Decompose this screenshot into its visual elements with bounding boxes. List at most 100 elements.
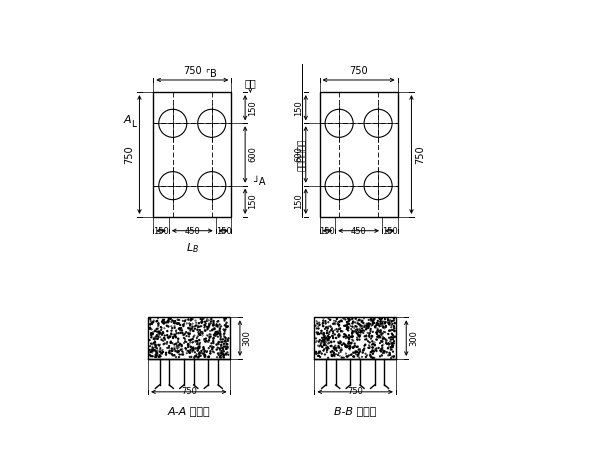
Point	[169, 341, 179, 348]
Point	[170, 331, 180, 338]
Point	[323, 333, 333, 341]
Point	[352, 323, 361, 330]
Point	[161, 351, 171, 358]
Point	[150, 347, 160, 354]
Point	[191, 345, 201, 352]
Point	[157, 336, 166, 343]
Point	[203, 325, 212, 333]
Point	[203, 338, 213, 346]
Point	[170, 347, 180, 355]
Point	[374, 315, 384, 322]
Point	[346, 340, 356, 347]
Point	[151, 343, 161, 350]
Point	[320, 336, 330, 343]
Point	[191, 322, 201, 329]
Point	[375, 323, 385, 330]
Point	[197, 319, 206, 326]
Point	[379, 328, 389, 335]
Text: 150: 150	[294, 194, 303, 209]
Point	[367, 344, 377, 351]
Point	[362, 332, 371, 339]
Point	[155, 331, 164, 338]
Point	[341, 341, 350, 348]
Point	[160, 332, 169, 339]
Point	[359, 345, 369, 352]
Point	[195, 349, 205, 356]
Point	[211, 329, 220, 337]
Point	[384, 342, 394, 350]
Point	[341, 323, 351, 330]
Point	[368, 347, 378, 355]
Point	[218, 350, 227, 357]
Point	[354, 346, 364, 353]
Point	[384, 320, 394, 327]
Point	[206, 340, 216, 347]
Point	[325, 316, 335, 324]
Point	[372, 336, 382, 343]
Point	[185, 349, 194, 356]
Point	[358, 349, 368, 356]
Point	[341, 334, 350, 342]
Point	[181, 345, 190, 352]
Point	[181, 328, 191, 336]
Point	[334, 330, 344, 338]
Point	[387, 346, 397, 353]
Point	[327, 342, 337, 350]
Point	[329, 338, 339, 345]
Point	[149, 334, 159, 341]
Point	[351, 328, 361, 335]
Point	[195, 352, 205, 360]
Point	[349, 344, 359, 351]
Point	[194, 328, 203, 336]
Point	[151, 342, 160, 349]
Point	[365, 351, 375, 358]
Point	[193, 324, 203, 331]
Point	[377, 315, 386, 322]
Point	[339, 340, 349, 347]
Point	[385, 327, 395, 334]
Point	[350, 349, 360, 356]
Point	[220, 322, 230, 329]
Point	[332, 328, 342, 335]
Point	[344, 318, 353, 325]
Point	[197, 319, 206, 326]
Point	[216, 344, 226, 351]
Point	[357, 322, 367, 329]
Point	[377, 338, 387, 346]
Point	[166, 315, 175, 323]
Point	[220, 338, 230, 345]
Point	[205, 327, 215, 334]
Point	[200, 324, 209, 331]
Text: 600: 600	[248, 147, 257, 162]
Point	[335, 352, 344, 360]
Point	[148, 319, 158, 326]
Point	[184, 341, 193, 348]
Point	[194, 353, 203, 360]
Text: ┘A: ┘A	[253, 177, 265, 187]
Point	[164, 317, 173, 324]
Point	[188, 327, 198, 334]
Point	[320, 340, 330, 347]
Point	[201, 335, 211, 342]
Point	[164, 335, 173, 342]
Point	[154, 320, 163, 327]
Point	[344, 320, 354, 328]
Point	[223, 337, 233, 344]
Point	[385, 327, 394, 334]
Point	[153, 325, 163, 332]
Point	[379, 348, 389, 356]
Point	[197, 332, 207, 339]
Point	[353, 351, 362, 358]
Point	[186, 346, 196, 353]
Point	[349, 353, 359, 360]
Point	[347, 328, 357, 335]
Point	[390, 333, 400, 341]
Point	[221, 320, 231, 328]
Point	[368, 317, 377, 324]
Point	[332, 344, 341, 351]
Point	[355, 332, 364, 339]
Point	[194, 344, 204, 351]
Point	[212, 328, 222, 335]
Point	[215, 324, 224, 331]
Point	[330, 346, 340, 353]
